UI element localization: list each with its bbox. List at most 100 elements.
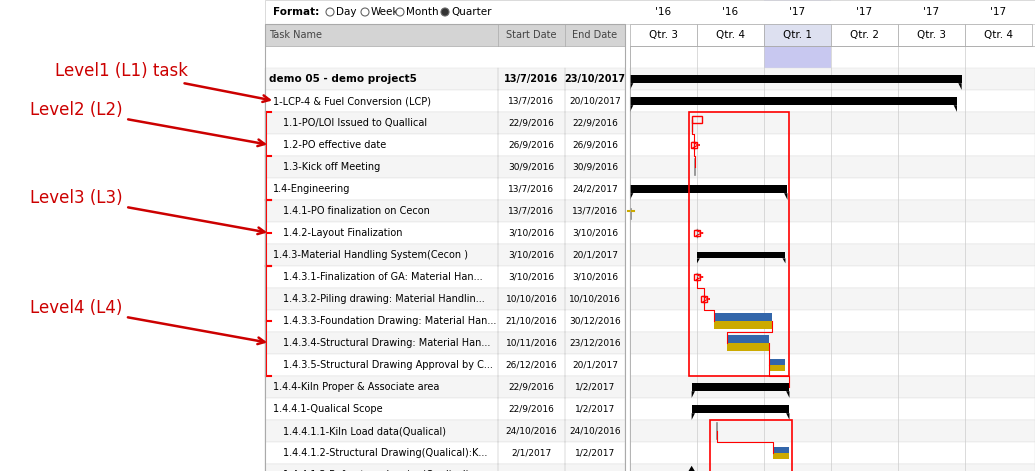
Bar [831, 24, 898, 46]
Bar [630, 266, 1035, 288]
Bar [265, 420, 625, 442]
Text: 13/7/2016: 13/7/2016 [504, 74, 559, 84]
Bar [630, 222, 1035, 244]
Text: '16: '16 [655, 7, 672, 17]
Bar [630, 464, 1035, 471]
Bar [630, 46, 1035, 471]
Bar [630, 90, 1035, 112]
Text: 20/1/2017: 20/1/2017 [572, 360, 618, 370]
Bar [265, 310, 625, 332]
Bar [898, 24, 965, 46]
Text: 1/2/2017: 1/2/2017 [574, 405, 615, 414]
Text: 1.4.2-Layout Finalization: 1.4.2-Layout Finalization [283, 228, 403, 238]
Bar [694, 274, 700, 280]
Text: 2/1/2017: 2/1/2017 [511, 448, 552, 457]
Bar [630, 310, 1035, 332]
Text: 20/1/2017: 20/1/2017 [572, 251, 618, 260]
Bar [691, 116, 702, 122]
Polygon shape [691, 413, 694, 420]
Text: 23/12/2016: 23/12/2016 [569, 339, 621, 348]
Bar [630, 75, 962, 83]
Bar [265, 266, 625, 288]
Text: 24/10/2016: 24/10/2016 [506, 427, 557, 436]
Text: Week: Week [371, 7, 400, 17]
Text: 22/9/2016: 22/9/2016 [508, 382, 555, 391]
Text: Format:: Format: [273, 7, 319, 17]
Bar [714, 321, 772, 329]
Bar [265, 200, 625, 222]
Bar [630, 185, 788, 193]
Text: 20/10/2017: 20/10/2017 [569, 97, 621, 106]
Bar [265, 178, 625, 200]
Text: '17: '17 [856, 7, 873, 17]
Text: 1.4.1-PO finalization on Cecon: 1.4.1-PO finalization on Cecon [283, 206, 430, 216]
Polygon shape [686, 466, 698, 471]
Text: 1/2/2017: 1/2/2017 [574, 448, 615, 457]
Bar [728, 343, 769, 350]
Polygon shape [958, 83, 962, 90]
Bar [630, 376, 1035, 398]
Bar [265, 244, 625, 266]
Polygon shape [630, 83, 633, 90]
Text: Day: Day [336, 7, 356, 17]
Bar [630, 244, 1035, 266]
Bar [697, 24, 764, 46]
Bar [265, 156, 625, 178]
Bar [630, 332, 1035, 354]
Text: 30/9/2016: 30/9/2016 [508, 162, 555, 171]
Text: Task Name: Task Name [269, 30, 322, 40]
Text: 1.4.4.1.2-Structural Drawing(Qualical):K...: 1.4.4.1.2-Structural Drawing(Qualical):K… [283, 448, 487, 458]
Bar [630, 24, 697, 46]
Bar [697, 252, 786, 259]
Text: 10/11/2016: 10/11/2016 [505, 339, 558, 348]
Text: Level3 (L3): Level3 (L3) [30, 189, 265, 234]
Bar [630, 398, 1035, 420]
Text: 1.4.4.1.1-Kiln Load data(Qualical): 1.4.4.1.1-Kiln Load data(Qualical) [283, 426, 446, 436]
Text: Quarter: Quarter [451, 7, 492, 17]
Text: 13/7/2016: 13/7/2016 [572, 206, 618, 216]
Polygon shape [787, 413, 790, 420]
Polygon shape [787, 391, 790, 398]
Bar [710, 420, 792, 471]
Bar [764, 0, 831, 471]
Text: 24/10/2016: 24/10/2016 [569, 427, 621, 436]
Text: 10/10/2016: 10/10/2016 [569, 294, 621, 303]
Text: 1.2-PO effective date: 1.2-PO effective date [283, 140, 386, 150]
Text: 13/7/2016: 13/7/2016 [508, 185, 555, 194]
Text: demo 05 - demo project5: demo 05 - demo project5 [269, 74, 417, 84]
Text: Level4 (L4): Level4 (L4) [30, 299, 265, 344]
Bar [764, 24, 831, 46]
Circle shape [441, 8, 449, 16]
Text: 10/10/2016: 10/10/2016 [505, 294, 558, 303]
Bar [265, 24, 625, 471]
Bar [769, 365, 786, 371]
Circle shape [326, 8, 334, 16]
Bar [691, 383, 790, 391]
Text: 1.4.3-Material Handling System(Cecon ): 1.4.3-Material Handling System(Cecon ) [273, 250, 468, 260]
Text: 13/7/2016: 13/7/2016 [508, 206, 555, 216]
Text: 26/12/2016: 26/12/2016 [506, 360, 557, 370]
Text: '17: '17 [790, 7, 805, 17]
Bar [0, 0, 265, 471]
Bar [714, 314, 772, 321]
Polygon shape [782, 259, 786, 263]
Text: Qtr. 1: Qtr. 1 [783, 30, 812, 40]
Bar [691, 405, 790, 413]
Text: 22/9/2016: 22/9/2016 [508, 405, 555, 414]
Bar [630, 97, 957, 105]
Bar [265, 0, 1035, 24]
Polygon shape [630, 105, 633, 112]
Text: 1/2/2017: 1/2/2017 [574, 382, 615, 391]
Polygon shape [630, 193, 633, 200]
Bar [773, 453, 790, 459]
Text: 3/10/2016: 3/10/2016 [572, 228, 618, 237]
Circle shape [396, 8, 404, 16]
Bar [690, 142, 697, 148]
Text: '17: '17 [990, 7, 1007, 17]
Text: Qtr. 4: Qtr. 4 [984, 30, 1013, 40]
Text: 1.1-PO/LOI Issued to Quallical: 1.1-PO/LOI Issued to Quallical [283, 118, 427, 128]
Bar [265, 376, 625, 398]
Text: 1.3-Kick off Meeting: 1.3-Kick off Meeting [283, 162, 380, 172]
Text: 1.4.3.2-Piling drawing: Material Handlin...: 1.4.3.2-Piling drawing: Material Handlin… [283, 294, 484, 304]
Bar [965, 24, 1032, 46]
